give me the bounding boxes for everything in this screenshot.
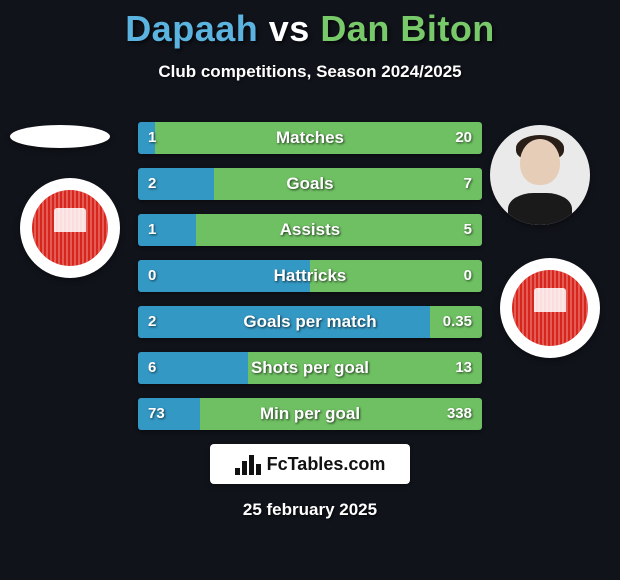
stat-right-segment: [430, 306, 482, 338]
stat-left-segment: [138, 214, 196, 246]
comparison-infographic: Dapaah vs Dan Biton Club competitions, S…: [0, 0, 620, 580]
stat-left-segment: [138, 260, 310, 292]
stat-right-segment: [200, 398, 482, 430]
stat-row: Hattricks00: [138, 260, 482, 292]
stat-right-segment: [214, 168, 482, 200]
stat-left-segment: [138, 398, 200, 430]
stat-row: Shots per goal613: [138, 352, 482, 384]
date-text: 25 february 2025: [0, 500, 620, 520]
page-title: Dapaah vs Dan Biton: [0, 8, 620, 50]
stat-right-segment: [196, 214, 482, 246]
stat-right-segment: [155, 122, 482, 154]
stat-row: Matches120: [138, 122, 482, 154]
subtitle: Club competitions, Season 2024/2025: [0, 62, 620, 82]
player2-name: Dan Biton: [320, 8, 494, 49]
stat-row: Goals per match20.35: [138, 306, 482, 338]
stat-left-segment: [138, 168, 214, 200]
player2-avatar: [490, 125, 590, 225]
bar-chart-icon: [235, 453, 261, 475]
fctables-logo: FcTables.com: [210, 444, 410, 484]
logo-text: FcTables.com: [267, 454, 386, 475]
player2-club-badge: [500, 258, 600, 358]
stat-right-segment: [248, 352, 482, 384]
player1-club-badge: [20, 178, 120, 278]
stat-left-segment: [138, 352, 248, 384]
stat-right-segment: [310, 260, 482, 292]
stats-bars: Matches120 Goals27 Assists15 Hattricks00 Goa…: [138, 122, 482, 444]
player1-name: Dapaah: [125, 8, 258, 49]
vs-text: vs: [269, 8, 310, 49]
stat-row: Assists15: [138, 214, 482, 246]
stat-row: Goals27: [138, 168, 482, 200]
stat-row: Min per goal73338: [138, 398, 482, 430]
player1-avatar: [10, 125, 110, 148]
stat-left-segment: [138, 306, 430, 338]
stat-left-segment: [138, 122, 155, 154]
